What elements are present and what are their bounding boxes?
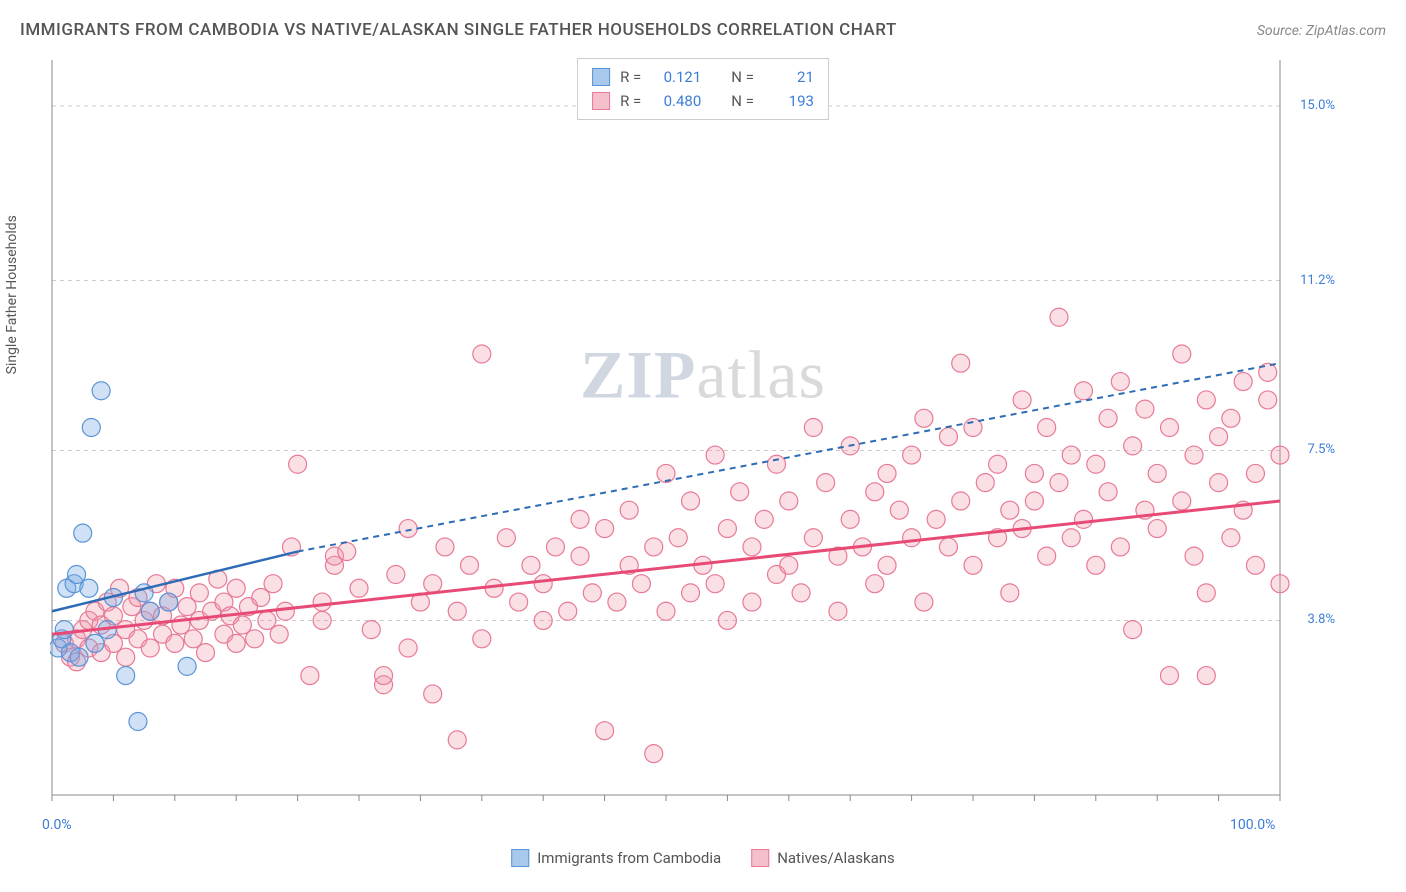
legend-label-1: Natives/Alaskans: [777, 849, 895, 867]
chart-header: IMMIGRANTS FROM CAMBODIA VS NATIVE/ALASK…: [20, 20, 1386, 40]
bottom-legend: Immigrants from Cambodia Natives/Alaskan…: [511, 849, 895, 867]
stats-row-series-1: R = 0.480 N = 193: [592, 89, 814, 113]
legend-label-0: Immigrants from Cambodia: [537, 849, 721, 867]
legend-swatch-blue: [511, 849, 529, 867]
r-label: R =: [620, 65, 641, 89]
n-value-1: 193: [764, 89, 814, 113]
x-tick-label: 100.0%: [1230, 817, 1275, 833]
stats-row-series-0: R = 0.121 N = 21: [592, 65, 814, 89]
r-value-1: 0.480: [651, 89, 701, 113]
r-label: R =: [620, 89, 641, 113]
source-attribution: Source: ZipAtlas.com: [1257, 23, 1386, 39]
n-label: N =: [731, 89, 754, 113]
stats-swatch-pink: [592, 92, 610, 110]
plot-area: 3.8%7.5%11.2%15.0% 0.0%100.0%: [50, 55, 1350, 805]
legend-swatch-pink: [751, 849, 769, 867]
y-tick-label: 11.2%: [1285, 273, 1335, 288]
n-value-0: 21: [764, 65, 814, 89]
y-tick-label: 3.8%: [1285, 612, 1335, 627]
stats-swatch-blue: [592, 68, 610, 86]
chart-svg: [50, 55, 1350, 805]
stats-legend-box: R = 0.121 N = 21 R = 0.480 N = 193: [577, 58, 829, 120]
chart-title: IMMIGRANTS FROM CAMBODIA VS NATIVE/ALASK…: [20, 20, 897, 40]
y-tick-label: 7.5%: [1285, 442, 1335, 457]
legend-item-0: Immigrants from Cambodia: [511, 849, 721, 867]
legend-item-1: Natives/Alaskans: [751, 849, 895, 867]
r-value-0: 0.121: [651, 65, 701, 89]
x-tick-label: 0.0%: [42, 817, 72, 833]
y-axis-label: Single Father Households: [4, 215, 20, 374]
n-label: N =: [731, 65, 754, 89]
y-tick-label: 15.0%: [1285, 98, 1335, 113]
